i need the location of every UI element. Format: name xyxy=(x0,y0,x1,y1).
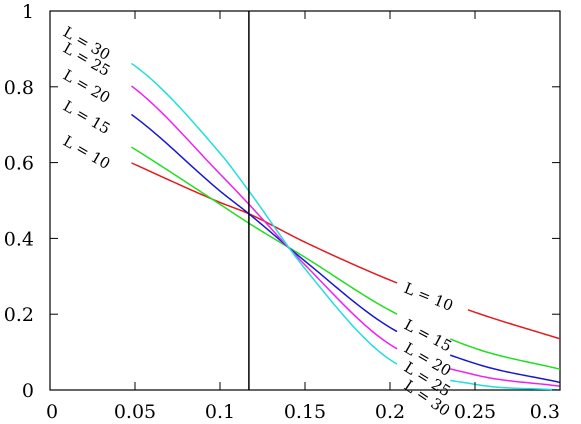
series-line xyxy=(131,113,561,384)
series-line xyxy=(131,85,561,387)
y-tick-label: 1 xyxy=(22,1,34,23)
y-tick-label: 0.2 xyxy=(4,304,34,326)
x-tick-label: 0.15 xyxy=(284,401,326,423)
x-tick-label: 0.3 xyxy=(530,401,560,423)
plot-frame xyxy=(49,10,561,391)
series-label: L = 10 xyxy=(402,279,456,315)
y-tick-label: 0.6 xyxy=(4,153,34,175)
x-tick-label: 0.05 xyxy=(114,401,156,423)
y-tick-label: 0.4 xyxy=(4,228,34,250)
plot-border xyxy=(49,10,561,391)
ticks: 0 0.05 0.1 0.15 0.2 0.25 0.3 0 0.2 0.4 0.6 0.8 1 xyxy=(4,1,561,423)
series-label: L = 10 xyxy=(60,132,113,173)
y-tick-label: 0 xyxy=(22,380,34,402)
x-tick-label: 0.2 xyxy=(375,401,405,423)
x-tick-label: 0 xyxy=(46,401,58,423)
curves xyxy=(131,62,561,391)
series-line xyxy=(131,62,561,391)
x-tick-label: 0.1 xyxy=(205,401,235,423)
y-tick-label: 0.8 xyxy=(4,77,34,99)
series-line xyxy=(131,146,561,370)
x-tick-label: 0.25 xyxy=(454,401,496,423)
